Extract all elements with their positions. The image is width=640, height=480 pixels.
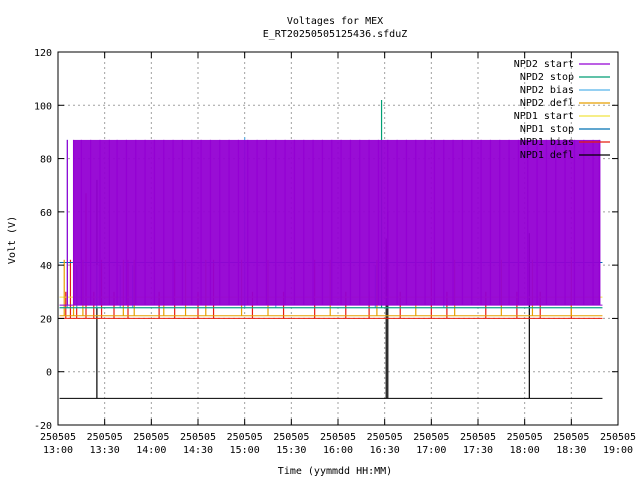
legend-label: NPD2 defl [520, 98, 574, 109]
x-tick-label-date: 250505 [40, 432, 76, 443]
legend-label: NPD2 bias [520, 85, 574, 96]
legend-label: NPD1 defl [520, 150, 574, 161]
y-tick-label: 40 [40, 261, 52, 272]
x-tick-label-time: 14:00 [136, 445, 166, 456]
x-tick-label-time: 18:30 [556, 445, 586, 456]
legend-label: NPD2 start [514, 59, 574, 70]
y-tick-label: 20 [40, 314, 52, 325]
x-tick-label-date: 250505 [320, 432, 356, 443]
x-tick-label-time: 13:00 [43, 445, 73, 456]
chart-subtitle: E_RT20250505125436.sfduZ [263, 29, 408, 40]
x-tick-label-time: 14:30 [183, 445, 213, 456]
y-tick-label: -20 [34, 421, 52, 432]
x-tick-label-date: 250505 [413, 432, 449, 443]
y-tick-label: 100 [34, 101, 52, 112]
x-tick-label-time: 18:00 [510, 445, 540, 456]
x-tick-label-date: 250505 [273, 432, 309, 443]
y-tick-label: 80 [40, 155, 52, 166]
legend-label: NPD1 start [514, 111, 574, 122]
series-band [73, 139, 601, 306]
legend: NPD2 start NPD2 stop NPD2 bias NPD2 defl NPD… [514, 59, 610, 161]
x-tick-label-time: 19:00 [603, 445, 633, 456]
x-axis: 250505 13:00 250505 13:30 250505 14:00 250505 1… [40, 52, 636, 456]
x-tick-label-time: 15:00 [230, 445, 260, 456]
x-tick-label-time: 16:30 [370, 445, 400, 456]
y-axis-label: Volt (V) [7, 216, 18, 264]
x-tick-label-time: 17:30 [463, 445, 493, 456]
y-tick-label: 120 [34, 48, 52, 59]
y-axis: -20 0 20 40 60 80 100 120 [34, 48, 618, 432]
x-tick-label-date: 250505 [367, 432, 403, 443]
x-tick-label-date: 250505 [460, 432, 496, 443]
x-axis-label: Time (yymmdd HH:MM) [278, 466, 392, 477]
x-tick-label-date: 250505 [600, 432, 636, 443]
series-layer [59, 99, 603, 399]
x-tick-label-date: 250505 [133, 432, 169, 443]
x-tick-label-time: 15:30 [276, 445, 306, 456]
legend-label: NPD2 stop [520, 72, 574, 83]
x-tick-label-date: 250505 [180, 432, 216, 443]
y-tick-label: 60 [40, 208, 52, 219]
series-npd2-start [59, 139, 603, 306]
x-tick-label-date: 250505 [553, 432, 589, 443]
x-tick-label-time: 16:00 [323, 445, 353, 456]
legend-label: NPD1 bias [520, 137, 574, 148]
x-tick-label-date: 250505 [227, 432, 263, 443]
y-tick-label: 0 [46, 368, 52, 379]
x-tick-label-date: 250505 [507, 432, 543, 443]
chart-title: Voltages for MEX [287, 16, 383, 27]
x-tick-label-time: 13:30 [90, 445, 120, 456]
legend-label: NPD1 stop [520, 124, 574, 135]
x-tick-label-date: 250505 [87, 432, 123, 443]
x-tick-label-time: 17:00 [416, 445, 446, 456]
